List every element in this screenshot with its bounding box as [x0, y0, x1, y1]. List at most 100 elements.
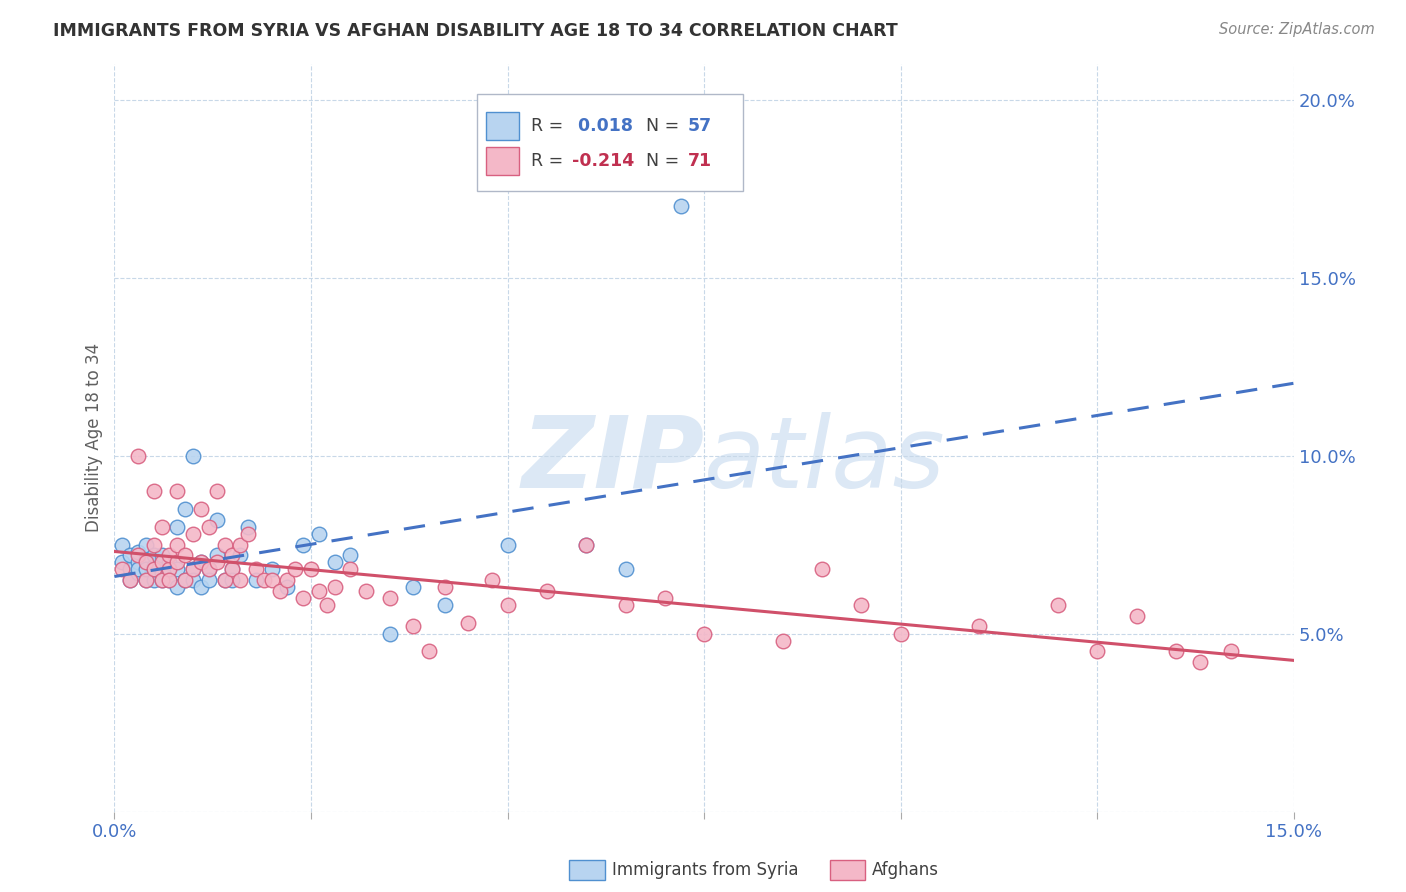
- Point: [127, 562, 149, 576]
- Point: [159, 555, 181, 569]
- Point: [150, 566, 173, 580]
- Point: [851, 598, 873, 612]
- Point: [111, 538, 134, 552]
- Point: [229, 573, 252, 587]
- Point: [354, 583, 377, 598]
- Point: [245, 573, 267, 587]
- Point: [402, 580, 425, 594]
- Text: IMMIGRANTS FROM SYRIA VS AFGHAN DISABILITY AGE 18 TO 34 CORRELATION CHART: IMMIGRANTS FROM SYRIA VS AFGHAN DISABILI…: [53, 22, 898, 40]
- Point: [496, 538, 519, 552]
- Point: [181, 573, 204, 587]
- Point: [292, 538, 315, 552]
- Point: [433, 580, 456, 594]
- Point: [142, 538, 165, 552]
- Point: [120, 548, 142, 562]
- Text: ZIP: ZIP: [522, 412, 704, 508]
- Point: [174, 502, 197, 516]
- Point: [166, 538, 188, 552]
- Point: [150, 520, 173, 534]
- Point: [120, 573, 142, 587]
- Point: [159, 562, 181, 576]
- Point: [159, 573, 181, 587]
- Point: [1164, 644, 1187, 658]
- Point: [166, 520, 188, 534]
- Point: [221, 548, 243, 562]
- Point: [135, 538, 157, 552]
- Point: [1047, 598, 1070, 612]
- Point: [236, 527, 259, 541]
- Point: [111, 555, 134, 569]
- Point: [575, 538, 598, 552]
- Point: [197, 562, 219, 576]
- Point: [323, 580, 346, 594]
- Point: [418, 644, 440, 658]
- Point: [654, 591, 676, 605]
- Point: [260, 573, 283, 587]
- Point: [127, 544, 149, 558]
- Point: [159, 573, 181, 587]
- Point: [969, 619, 991, 633]
- Point: [214, 573, 236, 587]
- Point: [135, 555, 157, 569]
- Point: [260, 562, 283, 576]
- Point: [190, 555, 212, 569]
- Point: [284, 562, 307, 576]
- Text: 57: 57: [688, 117, 711, 135]
- Point: [308, 527, 330, 541]
- FancyBboxPatch shape: [486, 112, 519, 140]
- Point: [308, 583, 330, 598]
- Text: atlas: atlas: [704, 412, 946, 508]
- Point: [693, 626, 716, 640]
- Point: [205, 513, 228, 527]
- Point: [221, 573, 243, 587]
- Point: [457, 615, 479, 630]
- Point: [135, 551, 157, 566]
- Text: Afghans: Afghans: [872, 861, 939, 879]
- Point: [378, 626, 401, 640]
- Point: [150, 555, 173, 569]
- Point: [181, 527, 204, 541]
- Point: [481, 573, 503, 587]
- Point: [772, 633, 794, 648]
- Point: [229, 538, 252, 552]
- Point: [1220, 644, 1243, 658]
- Point: [669, 199, 692, 213]
- Point: [197, 562, 219, 576]
- Point: [181, 562, 204, 576]
- Point: [142, 484, 165, 499]
- Point: [174, 573, 197, 587]
- Point: [1087, 644, 1109, 658]
- Point: [150, 573, 173, 587]
- Text: R =: R =: [531, 153, 568, 170]
- Point: [142, 558, 165, 573]
- Point: [142, 562, 165, 576]
- Y-axis label: Disability Age 18 to 34: Disability Age 18 to 34: [86, 343, 103, 533]
- Text: R =: R =: [531, 117, 568, 135]
- Point: [339, 562, 361, 576]
- FancyBboxPatch shape: [477, 94, 744, 191]
- Text: -0.214: -0.214: [572, 153, 634, 170]
- Point: [229, 548, 252, 562]
- Point: [205, 484, 228, 499]
- Point: [174, 548, 197, 562]
- Point: [127, 449, 149, 463]
- Point: [111, 562, 134, 576]
- Text: N =: N =: [647, 153, 685, 170]
- Point: [190, 555, 212, 569]
- Point: [197, 520, 219, 534]
- Point: [214, 538, 236, 552]
- Point: [292, 591, 315, 605]
- Point: [614, 562, 637, 576]
- Point: [181, 562, 204, 576]
- Point: [120, 573, 142, 587]
- Point: [811, 562, 834, 576]
- Point: [276, 573, 298, 587]
- Point: [150, 548, 173, 562]
- Point: [1188, 655, 1211, 669]
- Point: [142, 548, 165, 562]
- Point: [378, 591, 401, 605]
- Point: [166, 484, 188, 499]
- Point: [127, 548, 149, 562]
- Point: [166, 562, 188, 576]
- Point: [269, 583, 291, 598]
